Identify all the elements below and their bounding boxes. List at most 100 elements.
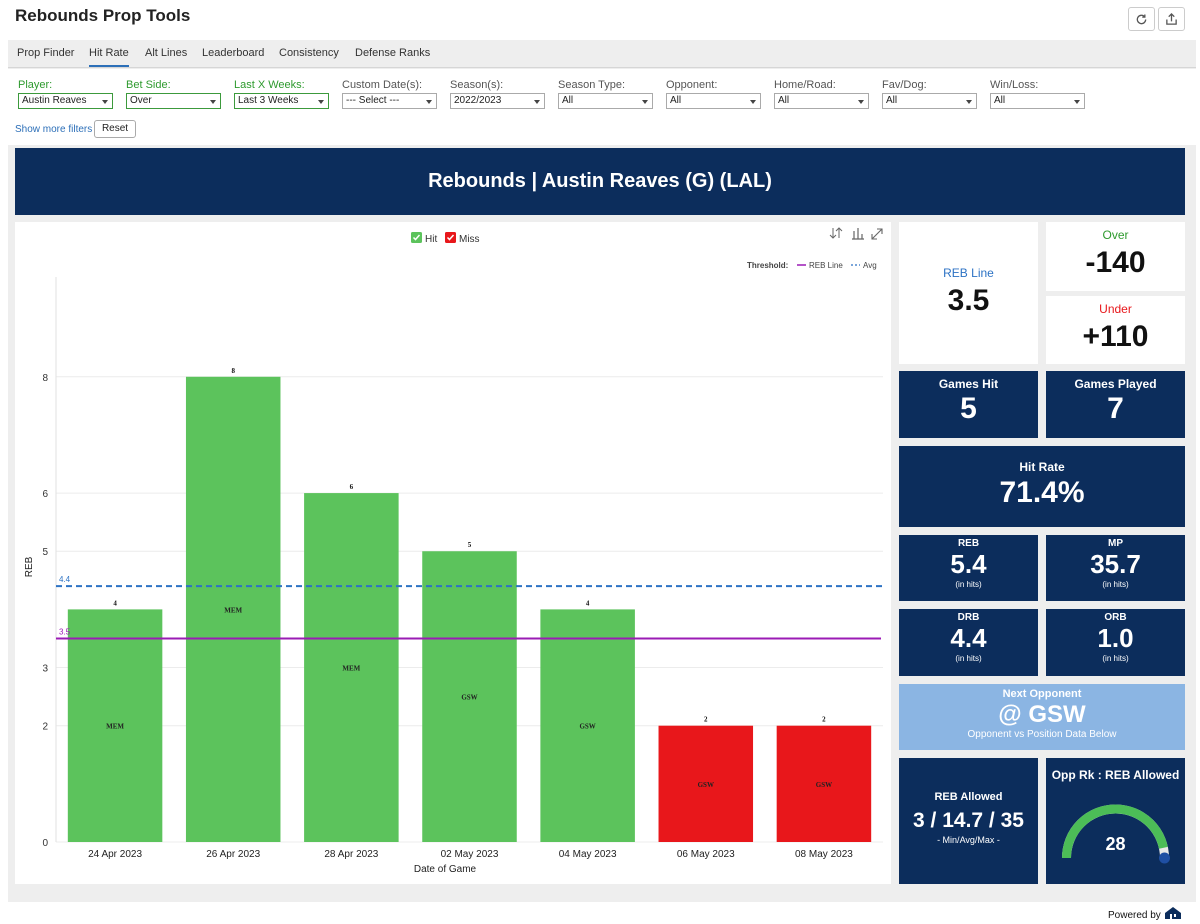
player-banner: Rebounds | Austin Reaves (G) (LAL) [15, 148, 1185, 215]
bar-data-label: 8 [231, 367, 235, 375]
reb-avg-value: 5.4 [950, 549, 987, 579]
season-select[interactable]: 2022/2023 [450, 93, 545, 109]
next-opponent-sub: Opponent vs Position Data Below [967, 729, 1117, 740]
next-opponent-label: Next Opponent [1002, 688, 1082, 700]
y-tick-label: 8 [42, 373, 48, 384]
reb-avg-tile: REB 5.4 (in hits) [899, 535, 1038, 601]
bet-side-select[interactable]: Over [126, 93, 221, 109]
games-played-label: Games Played [1074, 377, 1157, 391]
filter-label-home-road: Home/Road: [774, 79, 836, 91]
filter-label-fav-dog: Fav/Dog: [882, 79, 927, 91]
bar-chart-icon[interactable] [852, 228, 864, 240]
powered-by: Powered by [1108, 906, 1182, 921]
hit-rate-tile: Hit Rate 71.4% [899, 446, 1185, 527]
win-loss-select[interactable]: All [990, 93, 1085, 109]
games-hit-value: 5 [960, 392, 977, 425]
games-hit-label: Games Hit [938, 377, 999, 391]
next-opponent-tile[interactable]: Next Opponent @ GSW Opponent vs Position… [899, 684, 1185, 750]
x-tick-label: 08 May 2023 [795, 849, 853, 860]
threshold-avg-label: Avg [863, 261, 877, 270]
orb-avg-sub: (in hits) [1102, 654, 1129, 663]
data-bar [67, 609, 163, 842]
mp-avg-value: 35.7 [1090, 549, 1141, 579]
opp-rank-label: Opp Rk : REB Allowed [1051, 768, 1180, 782]
filter-label-weeks: Last X Weeks: [234, 79, 305, 91]
bar-opponent-label: GSW [698, 781, 714, 789]
chevron-down-icon [642, 100, 648, 104]
opp-rank-tile: Opp Rk : REB Allowed 28 [1046, 758, 1185, 884]
threshold-reb-line-label: REB Line [809, 261, 843, 270]
home-road-select[interactable]: All [774, 93, 869, 109]
hit-rate-chart: Hit Miss Threshold: REB Line Avg REB Dat… [24, 227, 885, 875]
bar-data-label: 2 [704, 716, 708, 724]
export-button[interactable] [1158, 7, 1185, 31]
bar-data-label: 5 [468, 541, 472, 549]
page-title: Rebounds Prop Tools [15, 6, 191, 25]
bar-opponent-label: MEM [342, 665, 360, 673]
bar-opponent-label: MEM [106, 723, 124, 731]
expand-icon[interactable] [871, 228, 883, 240]
x-tick-label: 02 May 2023 [441, 849, 499, 860]
tab-prop-finder[interactable]: Prop Finder [17, 47, 75, 59]
reb-line-label: REB Line [943, 266, 994, 280]
tab-consistency[interactable]: Consistency [279, 47, 339, 59]
bar-opponent-label: GSW [461, 694, 477, 702]
chevron-down-icon [1074, 100, 1080, 104]
drb-avg-value: 4.4 [950, 623, 987, 653]
weeks-select[interactable]: Last 3 Weeks [234, 93, 329, 109]
y-tick-label: 2 [42, 722, 48, 733]
chevron-down-icon [318, 100, 324, 104]
x-axis-label: Date of Game [414, 864, 477, 875]
chevron-down-icon [750, 100, 756, 104]
reb-allowed-label: REB Allowed [934, 791, 1003, 803]
tab-hit-rate[interactable]: Hit Rate [89, 47, 129, 67]
logo-icon [1164, 907, 1181, 919]
season-type-select[interactable]: All [558, 93, 653, 109]
under-label: Under [1099, 302, 1132, 316]
sort-icon[interactable] [829, 227, 843, 239]
filter-label-opponent: Opponent: [666, 79, 718, 91]
weeks-select-value: Last 3 Weeks [238, 95, 299, 106]
y-tick-label: 0 [42, 838, 48, 849]
filter-label-custom-dates: Custom Date(s): [342, 79, 423, 91]
tab-alt-lines[interactable]: Alt Lines [145, 47, 188, 59]
legend-hit-label: Hit [425, 234, 437, 245]
next-opponent-value: @ GSW [998, 701, 1086, 728]
over-label: Over [1102, 228, 1129, 242]
chevron-down-icon [210, 100, 216, 104]
fav-dog-select-value: All [886, 95, 898, 106]
bar-opponent-label: GSW [816, 781, 832, 789]
orb-avg-tile: ORB 1.0 (in hits) [1046, 609, 1185, 676]
over-value: -140 [1085, 246, 1146, 279]
reb-allowed-tile: REB Allowed 3 / 14.7 / 35 - Min/Avg/Max … [899, 758, 1038, 884]
data-bar [540, 609, 635, 842]
season-select-value: 2022/2023 [454, 95, 502, 106]
filter-panel: Player: Austin Reaves Bet Side: Over Las… [8, 69, 1196, 145]
reset-button[interactable]: Reset [94, 120, 136, 138]
tab-defense-ranks[interactable]: Defense Ranks [355, 47, 431, 59]
over-odds-tile: Over -140 [1046, 222, 1185, 291]
x-tick-label: 06 May 2023 [677, 849, 735, 860]
powered-by-label: Powered by [1108, 910, 1161, 921]
reb-allowed-value: 3 / 14.7 / 35 [913, 809, 1024, 832]
custom-dates-select[interactable]: --- Select --- [342, 93, 437, 109]
player-select[interactable]: Austin Reaves [18, 93, 113, 109]
mp-avg-sub: (in hits) [1102, 580, 1129, 589]
y-tick-label: 6 [42, 489, 48, 500]
opponent-select[interactable]: All [666, 93, 761, 109]
reb-avg-label: REB [957, 538, 980, 549]
show-more-filters-link[interactable]: Show more filters [15, 124, 93, 135]
x-tick-label: 26 Apr 2023 [206, 849, 260, 860]
fav-dog-select[interactable]: All [882, 93, 977, 109]
refresh-icon [1136, 13, 1147, 24]
x-tick-label: 24 Apr 2023 [88, 849, 142, 860]
dashboard-shell: Prop Finder Hit Rate Alt Lines Leaderboa… [8, 40, 1196, 902]
orb-avg-label: ORB [1104, 612, 1127, 623]
tab-leaderboard[interactable]: Leaderboard [202, 47, 265, 59]
chevron-down-icon [426, 100, 432, 104]
data-bar [185, 376, 281, 842]
hit-rate-label: Hit Rate [1019, 460, 1065, 474]
check-icon [446, 234, 455, 241]
refresh-button[interactable] [1128, 7, 1155, 31]
games-played-tile: Games Played 7 [1046, 371, 1185, 438]
